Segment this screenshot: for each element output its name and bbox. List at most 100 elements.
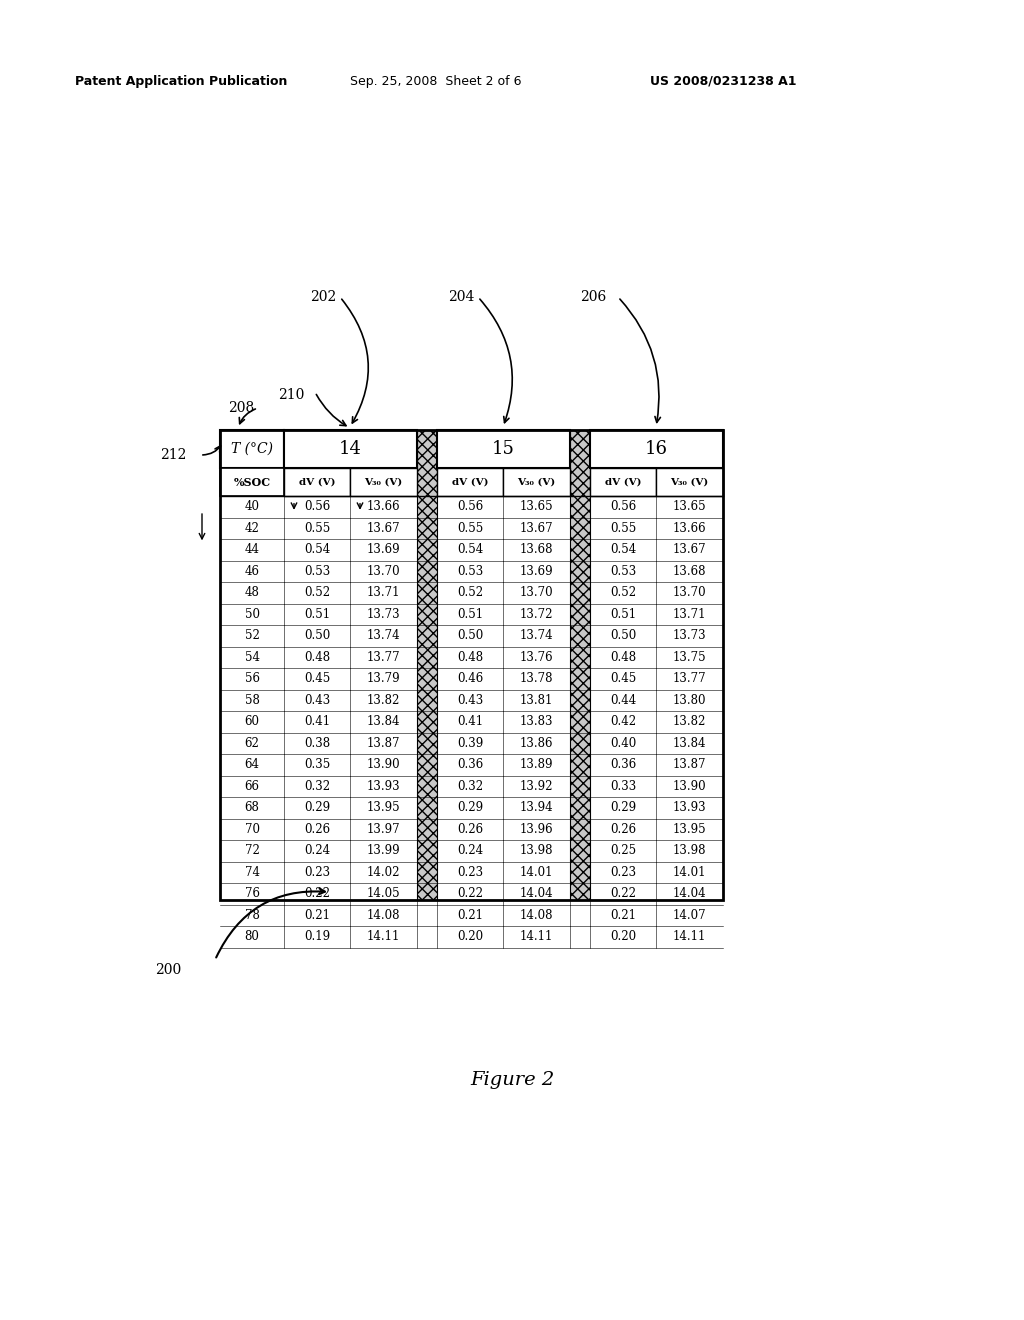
Text: 13.93: 13.93 — [367, 780, 400, 793]
Text: 13.84: 13.84 — [673, 737, 707, 750]
Text: 0.22: 0.22 — [610, 887, 636, 900]
Text: 14.04: 14.04 — [673, 887, 707, 900]
Text: 14.08: 14.08 — [367, 908, 400, 921]
Text: 13.70: 13.70 — [367, 565, 400, 578]
Text: 14.07: 14.07 — [673, 908, 707, 921]
Text: 13.66: 13.66 — [673, 521, 707, 535]
Text: 0.53: 0.53 — [610, 565, 636, 578]
Text: 13.93: 13.93 — [673, 801, 707, 814]
Bar — [590, 430, 723, 469]
Text: 0.45: 0.45 — [610, 672, 636, 685]
Text: 13.67: 13.67 — [673, 544, 707, 556]
Text: 13.98: 13.98 — [520, 845, 553, 857]
Text: 13.95: 13.95 — [367, 801, 400, 814]
Text: 14.01: 14.01 — [673, 866, 707, 879]
Text: Sep. 25, 2008  Sheet 2 of 6: Sep. 25, 2008 Sheet 2 of 6 — [350, 75, 521, 88]
Text: 40: 40 — [245, 500, 259, 513]
Text: dV (V): dV (V) — [605, 478, 641, 487]
Bar — [570, 430, 590, 900]
Text: 13.83: 13.83 — [520, 715, 553, 729]
Text: 0.56: 0.56 — [610, 500, 636, 513]
Text: 13.71: 13.71 — [673, 607, 707, 620]
Text: 66: 66 — [245, 780, 259, 793]
Text: 0.20: 0.20 — [457, 931, 483, 944]
Text: V₃₀ (V): V₃₀ (V) — [517, 478, 556, 487]
Text: 13.84: 13.84 — [367, 715, 400, 729]
Text: V₃₀ (V): V₃₀ (V) — [671, 478, 709, 487]
Text: 0.48: 0.48 — [457, 651, 483, 664]
Text: 0.50: 0.50 — [304, 630, 330, 643]
Text: 0.53: 0.53 — [304, 565, 330, 578]
Text: 13.74: 13.74 — [367, 630, 400, 643]
Text: 14.01: 14.01 — [520, 866, 553, 879]
Text: 44: 44 — [245, 544, 259, 556]
Text: 0.32: 0.32 — [457, 780, 483, 793]
Text: 14.04: 14.04 — [520, 887, 553, 900]
Bar — [417, 430, 437, 900]
Text: 13.74: 13.74 — [520, 630, 553, 643]
Bar — [220, 469, 284, 496]
Text: 76: 76 — [245, 887, 259, 900]
Text: 13.82: 13.82 — [367, 694, 400, 706]
Text: 13.90: 13.90 — [673, 780, 707, 793]
Text: 0.54: 0.54 — [304, 544, 330, 556]
Text: 204: 204 — [449, 290, 474, 304]
Text: 13.67: 13.67 — [520, 521, 553, 535]
Text: 0.53: 0.53 — [457, 565, 483, 578]
Bar — [284, 469, 350, 496]
Text: %SOC: %SOC — [233, 477, 270, 487]
Text: 13.82: 13.82 — [673, 715, 707, 729]
Text: 0.48: 0.48 — [610, 651, 636, 664]
Text: 0.19: 0.19 — [304, 931, 330, 944]
Text: T (°C): T (°C) — [231, 442, 273, 455]
Text: 46: 46 — [245, 565, 259, 578]
Text: 72: 72 — [245, 845, 259, 857]
Text: 0.55: 0.55 — [457, 521, 483, 535]
Text: 212: 212 — [160, 447, 186, 462]
Text: 13.69: 13.69 — [520, 565, 553, 578]
Text: 13.99: 13.99 — [367, 845, 400, 857]
Text: 0.55: 0.55 — [610, 521, 636, 535]
Text: 13.69: 13.69 — [367, 544, 400, 556]
Bar — [656, 469, 723, 496]
Text: 0.23: 0.23 — [304, 866, 330, 879]
Text: 0.50: 0.50 — [457, 630, 483, 643]
Text: 0.56: 0.56 — [457, 500, 483, 513]
Text: 13.95: 13.95 — [673, 822, 707, 836]
Text: 15: 15 — [493, 440, 515, 458]
Text: 14: 14 — [339, 440, 361, 458]
Text: 0.24: 0.24 — [457, 845, 483, 857]
Text: 0.41: 0.41 — [457, 715, 483, 729]
Text: 0.52: 0.52 — [457, 586, 483, 599]
Text: 64: 64 — [245, 758, 259, 771]
Text: 16: 16 — [645, 440, 668, 458]
Text: 13.81: 13.81 — [520, 694, 553, 706]
Text: 14.02: 14.02 — [367, 866, 400, 879]
Text: 0.23: 0.23 — [610, 866, 636, 879]
Text: 0.21: 0.21 — [457, 908, 483, 921]
Text: 0.24: 0.24 — [304, 845, 330, 857]
Text: 202: 202 — [310, 290, 336, 304]
Text: 0.46: 0.46 — [457, 672, 483, 685]
Text: 13.75: 13.75 — [673, 651, 707, 664]
Text: 13.78: 13.78 — [520, 672, 553, 685]
Text: 14.11: 14.11 — [520, 931, 553, 944]
Text: 0.20: 0.20 — [610, 931, 636, 944]
Text: 13.86: 13.86 — [520, 737, 553, 750]
Text: 13.98: 13.98 — [673, 845, 707, 857]
Text: 13.80: 13.80 — [673, 694, 707, 706]
Text: 0.33: 0.33 — [610, 780, 636, 793]
Text: 13.77: 13.77 — [367, 651, 400, 664]
Bar — [503, 469, 570, 496]
Text: 14.11: 14.11 — [367, 931, 400, 944]
Text: 0.22: 0.22 — [457, 887, 483, 900]
Text: 0.39: 0.39 — [457, 737, 483, 750]
Text: 0.22: 0.22 — [304, 887, 330, 900]
Text: 13.73: 13.73 — [673, 630, 707, 643]
Text: 13.76: 13.76 — [520, 651, 553, 664]
Text: 13.72: 13.72 — [520, 607, 553, 620]
Text: dV (V): dV (V) — [299, 478, 335, 487]
Text: 80: 80 — [245, 931, 259, 944]
Text: 0.50: 0.50 — [610, 630, 636, 643]
Text: 13.70: 13.70 — [673, 586, 707, 599]
